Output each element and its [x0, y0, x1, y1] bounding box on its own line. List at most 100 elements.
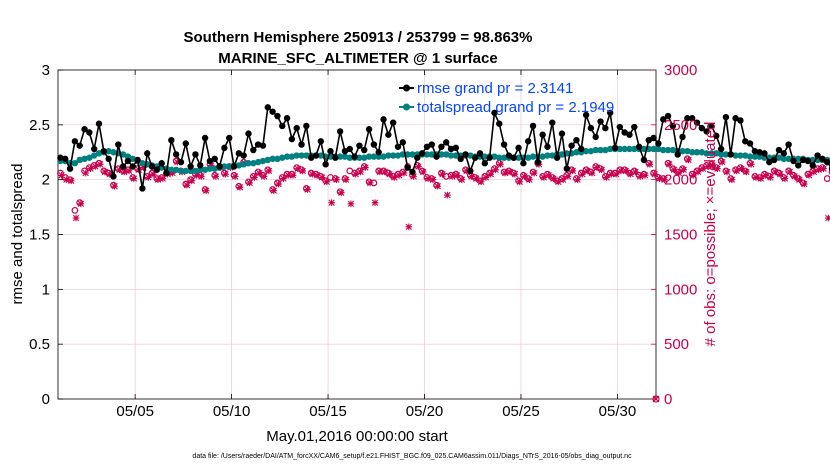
rmse-point [621, 129, 628, 136]
y-axis-ticks: 0 0.5 1 1.5 2 2.5 3 [29, 62, 63, 408]
totalspread-point [539, 153, 546, 160]
obs-evaluated-point [280, 175, 287, 182]
obs-evaluated-point [497, 161, 504, 168]
totalspread-point [380, 153, 387, 160]
rmse-point [491, 109, 498, 116]
obs-evaluated-point [772, 168, 779, 176]
obs-count-markers [57, 155, 830, 403]
obs-evaluated-point [212, 173, 220, 180]
obs-evaluated-point [154, 176, 162, 183]
y-tick-label: 3 [42, 62, 50, 79]
obs-evaluated-point [791, 173, 798, 180]
rmse-point [163, 169, 170, 177]
obs-evaluated-point [482, 174, 490, 181]
y2-tick-label: 3000 [664, 62, 697, 79]
rmse-point [264, 104, 271, 111]
rmse-point [496, 120, 503, 127]
rmse-point [394, 143, 402, 150]
totalspread-point [785, 155, 792, 163]
rmse-point [404, 164, 411, 171]
obs-evaluated-point [646, 161, 654, 168]
rmse-point [269, 108, 276, 115]
obs-evaluated-point [362, 164, 369, 171]
totalspread-point [713, 150, 720, 157]
totalspread-point [587, 147, 595, 155]
rmse-point [226, 134, 233, 142]
totalspread-point [264, 156, 271, 164]
x-axis-label: May.01,2016 00:00:00 start [266, 428, 448, 445]
rmse-point [418, 150, 426, 157]
rmse-point [380, 116, 387, 123]
obs-evaluated-point [685, 156, 692, 164]
obs-evaluated-point [612, 170, 620, 178]
rmse-point [124, 157, 132, 165]
rmse-point [148, 163, 156, 170]
obs-evaluated-point [82, 169, 89, 177]
totalspread-point [240, 161, 247, 168]
rmse-point [105, 155, 112, 163]
obs-evaluated-point [448, 173, 456, 180]
obs-evaluated-point [313, 171, 321, 179]
totalspread-point [684, 147, 691, 155]
obs-evaluated-point [651, 170, 659, 178]
rmse-point [645, 136, 652, 144]
rmse-point [57, 154, 64, 161]
rmse-point [631, 123, 638, 131]
obs-evaluated-point [299, 167, 306, 175]
obs-evaluated-point [603, 174, 610, 181]
rmse-point [722, 113, 730, 121]
obs-evaluated-point [506, 168, 514, 176]
rmse-point [428, 141, 435, 148]
rmse-point [447, 145, 455, 153]
obs-evaluated-point [463, 167, 470, 175]
rmse-point [481, 160, 488, 167]
totalspread-point [592, 146, 599, 154]
totalspread-point [139, 160, 146, 167]
totalspread-point [303, 152, 310, 159]
obs-evaluated-point [429, 176, 437, 183]
totalspread-point [775, 154, 783, 161]
rmse-point [616, 123, 624, 131]
obs-evaluated-point [815, 166, 823, 174]
obs-evaluated-point [757, 175, 765, 182]
rmse-point [182, 140, 189, 147]
obs-evaluated-point [733, 167, 741, 175]
totalspread-point [177, 167, 185, 175]
totalspread-point [259, 157, 267, 165]
totalspread-point [703, 150, 710, 157]
rmse-point [534, 158, 542, 166]
obs-evaluated-point [641, 171, 649, 179]
rmse-point [230, 163, 238, 170]
obs-evaluated-point [511, 170, 519, 178]
obs-evaluated-point [145, 174, 152, 181]
totalspread-point [279, 154, 286, 161]
rmse-point [563, 165, 570, 172]
y-axis-label: rmse and totalspread [9, 164, 26, 305]
totalspread-point [669, 146, 677, 154]
rmse-point [510, 154, 517, 161]
rmse-point [443, 139, 450, 146]
totalspread-point [211, 165, 218, 172]
y2-tick-label: 0 [664, 391, 672, 408]
rmse-point [414, 154, 421, 161]
y2-tick-label: 2500 [664, 117, 697, 134]
obs-evaluated-point [762, 171, 769, 179]
rmse-point [172, 151, 180, 158]
totalspread-point [742, 152, 749, 159]
obs-evaluated-point [342, 176, 350, 183]
rmse-point [558, 130, 566, 137]
rmse-point [655, 140, 662, 147]
rmse-point [423, 143, 431, 150]
rmse-point [192, 151, 199, 158]
obs-evaluated-point [554, 178, 562, 186]
obs-evaluated-point [347, 200, 355, 208]
totalspread-point [616, 145, 624, 153]
obs-evaluated-point [550, 175, 557, 182]
legend: rmse grand pr = 2.3141 totalspread grand… [399, 80, 614, 116]
obs-evaluated-point [174, 158, 181, 166]
totalspread-point [606, 145, 614, 153]
rmse-point [134, 156, 141, 164]
totalspread-point [621, 145, 628, 153]
totalspread-point [76, 156, 83, 164]
